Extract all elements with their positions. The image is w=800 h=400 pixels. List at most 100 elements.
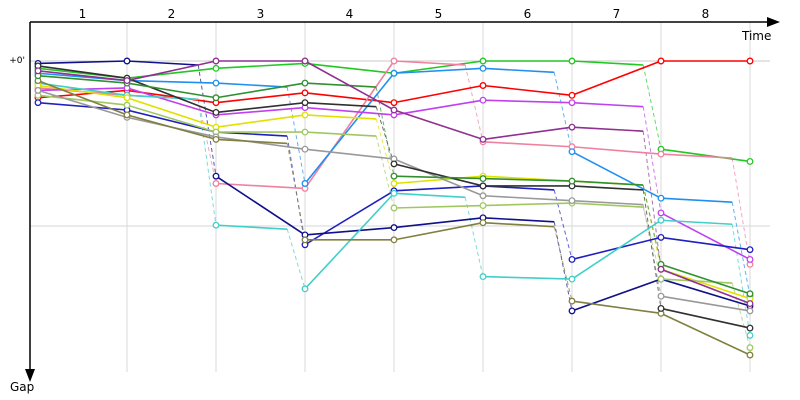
series-line-segment — [304, 60, 395, 111]
series-pit-segment — [304, 131, 377, 137]
series-point-marker — [390, 180, 398, 187]
series-line-segment — [660, 268, 751, 305]
series-point-marker — [123, 77, 131, 85]
series-line-segment — [304, 60, 395, 189]
series-point-marker — [123, 94, 131, 102]
series-point-marker — [568, 256, 576, 263]
series-line-segment — [482, 194, 573, 202]
lap-label: 1 — [79, 7, 87, 21]
series-point-marker — [301, 79, 309, 87]
series-point-marker — [479, 82, 487, 89]
series-point-marker — [390, 69, 398, 77]
series-point-marker — [568, 123, 576, 131]
series-point-marker — [301, 99, 309, 107]
series-point-marker — [657, 57, 665, 65]
series-line-segment — [393, 175, 484, 180]
series-point-marker — [479, 273, 487, 281]
series-point-marker — [479, 57, 487, 65]
series-point-marker — [746, 246, 754, 254]
series-point-marker — [479, 182, 487, 190]
series-point-marker — [34, 99, 42, 107]
series-pit-segment — [571, 126, 644, 132]
series-point-marker — [212, 108, 220, 116]
series-point-marker — [568, 297, 576, 305]
series-point-marker — [568, 99, 576, 107]
series-point-marker — [657, 150, 665, 158]
series-pit-drop — [286, 86, 306, 184]
series-line-segment — [660, 148, 751, 163]
series-pit-segment — [393, 192, 466, 199]
series-line-group — [34, 62, 754, 332]
series-line-segment — [37, 60, 128, 65]
series-line-segment — [215, 62, 306, 70]
series-point-marker — [479, 135, 487, 143]
series-point-marker — [390, 160, 398, 168]
series-line-segment — [482, 99, 573, 104]
series-point-marker — [301, 236, 309, 244]
series-point-marker — [212, 221, 220, 229]
series-line-segment — [660, 212, 751, 261]
series-line-segment — [304, 92, 395, 104]
pit-drop-layer — [197, 64, 751, 348]
series-pit-drop — [642, 64, 662, 150]
series-pit-drop — [197, 99, 217, 184]
series-pit-drop — [731, 224, 751, 336]
series-point-marker — [123, 101, 131, 109]
series-line-group — [34, 64, 754, 300]
series-line-segment — [393, 175, 484, 185]
series-point-marker — [212, 64, 220, 72]
series-line-segment — [482, 84, 573, 97]
series-point-marker — [34, 86, 42, 94]
series-line-segment — [126, 60, 217, 82]
series-pit-drop — [731, 202, 751, 297]
series-line-group — [34, 91, 754, 352]
series-pit-segment — [571, 185, 644, 191]
series-line-segment — [37, 79, 128, 116]
series-pit-drop — [464, 197, 484, 277]
series-point-marker — [34, 67, 42, 75]
series-point-marker — [568, 177, 576, 185]
series-pit-segment — [571, 180, 644, 186]
lap-label: 3 — [257, 7, 265, 21]
series-line-segment — [126, 67, 217, 79]
series-pit-drop — [286, 229, 306, 289]
series-point-marker — [657, 292, 665, 300]
series-point-marker — [123, 111, 131, 119]
series-pit-drop — [375, 135, 395, 209]
series-line-segment — [393, 204, 484, 209]
series-point-marker — [390, 224, 398, 232]
series-line-segment — [660, 312, 751, 356]
series-line-segment — [482, 202, 573, 207]
series-line-segment — [393, 185, 484, 192]
series-pit-drop — [553, 72, 573, 152]
series-point-marker — [657, 265, 665, 273]
series-line-group — [34, 77, 754, 359]
series-point-marker — [479, 219, 487, 227]
series-point-marker — [657, 233, 665, 241]
series-line-segment — [660, 278, 751, 307]
series-line-segment — [304, 190, 395, 246]
series-pit-segment — [215, 82, 288, 88]
series-line-segment — [393, 221, 484, 241]
series-line-segment — [571, 236, 662, 261]
gap-axis-arrow-icon — [25, 369, 35, 382]
series-point-marker — [746, 290, 754, 298]
series-point-marker — [212, 94, 220, 102]
series-point-marker — [657, 209, 665, 217]
series-point-marker — [657, 194, 665, 202]
series-point-marker — [301, 89, 309, 97]
series-point-marker — [746, 324, 754, 332]
series-point-marker — [301, 128, 309, 136]
series-point-marker — [746, 157, 754, 165]
series-line-group — [34, 79, 754, 339]
series-point-marker — [390, 189, 398, 197]
series-point-marker — [301, 180, 309, 187]
series-pit-segment — [482, 67, 555, 74]
series-point-marker — [479, 96, 487, 104]
series-pit-segment — [660, 153, 733, 159]
series-line-segment — [571, 300, 662, 315]
series-pit-segment — [126, 60, 199, 66]
series-line-segment — [126, 114, 217, 141]
series-pit-segment — [660, 197, 733, 203]
